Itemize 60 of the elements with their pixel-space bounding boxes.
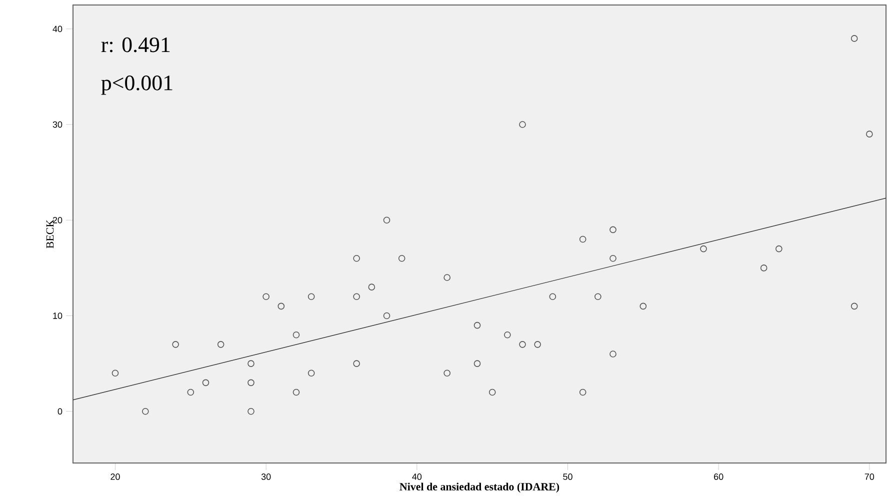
- point: [850, 302, 858, 310]
- point: [398, 255, 406, 262]
- point: [504, 331, 511, 338]
- annotation: r: 0.491: [101, 37, 170, 52]
- point: [640, 302, 647, 310]
- y-tick-label: 30: [52, 121, 62, 128]
- point: [308, 370, 315, 377]
- point: [383, 312, 390, 320]
- y-tick-label: 10: [53, 312, 62, 319]
- point: [278, 302, 285, 310]
- y-tick-label: 0: [58, 408, 62, 415]
- point: [202, 379, 210, 386]
- point: [534, 341, 541, 348]
- point: [700, 245, 707, 252]
- point: [262, 293, 270, 300]
- point: [866, 130, 873, 138]
- point: [579, 236, 586, 243]
- x-tick-label: 70: [864, 474, 874, 480]
- point: [142, 408, 149, 415]
- x-tick-label: 20: [110, 474, 120, 480]
- point: [292, 388, 300, 396]
- point: [368, 284, 376, 290]
- point: [610, 226, 616, 234]
- point: [248, 360, 254, 367]
- point: [353, 293, 360, 300]
- point: [353, 255, 360, 262]
- point: [850, 35, 858, 42]
- point: [610, 255, 616, 262]
- point: [292, 331, 300, 338]
- point: [248, 379, 254, 386]
- point: [610, 350, 616, 358]
- point: [760, 264, 768, 272]
- x-tick-label: 50: [563, 474, 572, 480]
- point: [353, 360, 360, 367]
- point: [112, 370, 119, 377]
- point: [308, 293, 315, 300]
- point: [248, 408, 254, 415]
- point: [579, 388, 586, 396]
- point: [444, 370, 450, 377]
- x-tick-label: 60: [714, 474, 724, 480]
- point: [776, 245, 782, 252]
- point: [444, 274, 450, 281]
- point: [217, 341, 224, 348]
- x-axis-title: Nivel de ansiedad estado (IDARE): [400, 482, 560, 493]
- point: [549, 293, 556, 300]
- point: [488, 388, 496, 396]
- point: [474, 360, 481, 367]
- y-tick-label: 20: [52, 216, 62, 224]
- point: [187, 388, 194, 396]
- point: [172, 341, 179, 348]
- y-axis-title: BECK: [46, 220, 54, 248]
- point: [594, 293, 602, 300]
- y-tick-label: 40: [52, 26, 62, 32]
- annotation: p<0.001: [101, 76, 172, 95]
- point: [383, 216, 390, 224]
- point: [474, 322, 481, 329]
- point: [519, 121, 526, 128]
- x-tick-label: 40: [412, 474, 422, 480]
- point: [519, 341, 526, 348]
- x-tick-label: 30: [261, 474, 271, 480]
